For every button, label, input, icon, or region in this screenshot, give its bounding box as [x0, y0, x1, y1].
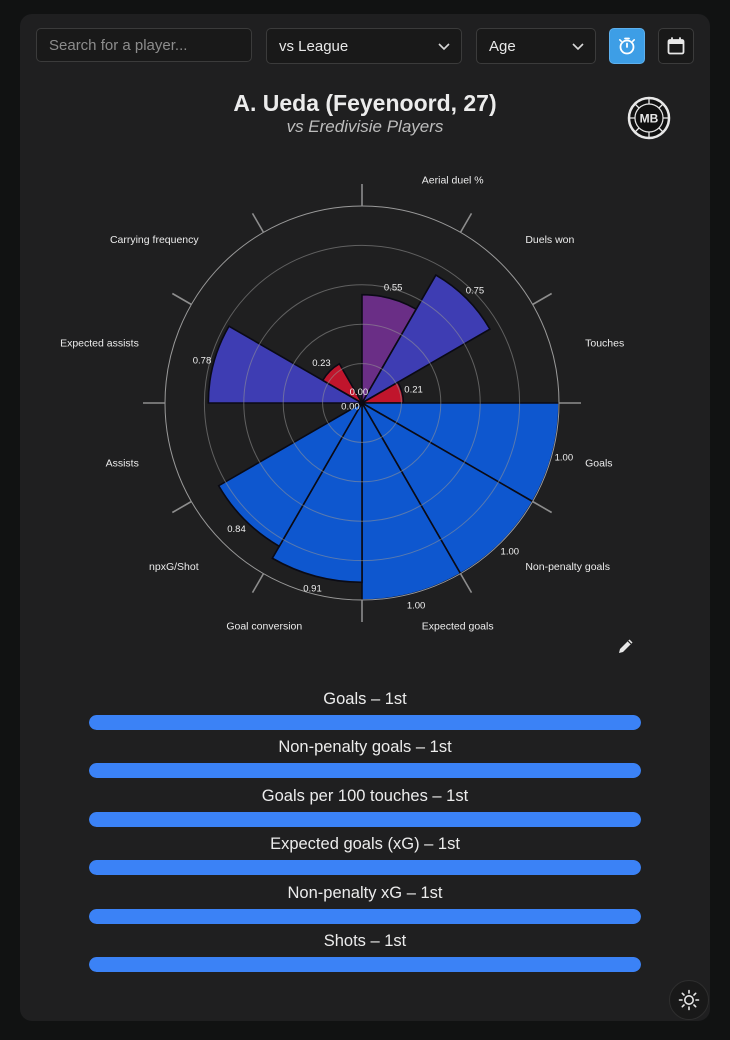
radar-value-label: 0.21 — [404, 385, 423, 396]
radar-value-label: 0.78 — [193, 356, 212, 367]
rank-bar-track — [89, 908, 641, 924]
rank-item: Shots – 1st — [89, 932, 641, 980]
rank-label: Non-penalty xG – 1st — [287, 883, 443, 902]
radar-value-label: 0.00 — [350, 387, 369, 398]
radar-wedge — [217, 400, 365, 548]
radar-value-label: 0.75 — [466, 286, 485, 297]
stopwatch-icon — [619, 37, 635, 55]
radar-axis-tick — [459, 573, 473, 594]
radar-value-label: 0.55 — [384, 282, 403, 293]
radar-axis-label: npxG/Shot — [149, 561, 199, 573]
rank-bar-track — [89, 811, 641, 827]
search-input[interactable] — [36, 28, 252, 62]
radar-value-label: 0.23 — [312, 358, 331, 369]
timer-button[interactable] — [609, 28, 645, 64]
radar-value-label: 1.00 — [555, 453, 574, 464]
radar-value-label: 0.00 — [341, 402, 360, 413]
comparison-select-value: vs League — [279, 37, 349, 55]
radar-grid-ring — [243, 284, 481, 522]
radar-grid-ring — [282, 323, 442, 483]
radar-axis-label: Goal conversion — [226, 621, 302, 633]
radar-grid-ring — [322, 363, 402, 443]
radar-value-label: 0.84 — [227, 524, 246, 535]
pencil-icon[interactable] — [616, 636, 636, 656]
rank-label: Non-penalty goals – 1st — [278, 738, 452, 757]
rank-list: Goals – 1st Non-penalty goals – 1st Goals … — [89, 690, 641, 980]
radar-wedge — [207, 325, 365, 404]
radar-axis-label: Carrying frequency — [110, 234, 199, 246]
radar-wedge — [321, 362, 365, 406]
radar-axis-label: Aerial duel % — [422, 174, 484, 186]
radar-axis-label: Expected assists — [60, 338, 139, 350]
radar-axis-label: Non-penalty goals — [525, 561, 610, 573]
radar-grid-ring — [203, 244, 521, 562]
rank-bar-track — [89, 715, 641, 730]
radar-axis-label: Goals — [585, 457, 612, 469]
rank-label: Goals – 1st — [323, 690, 407, 708]
age-select-value: Age — [489, 37, 516, 55]
rank-item: Goals per 100 touches – 1st — [89, 787, 641, 835]
radar-axis-tick — [532, 500, 553, 514]
radar-axis-label: Touches — [585, 338, 624, 350]
radar-axis-label: Expected goals — [422, 621, 494, 633]
radar-axis-tick — [171, 500, 192, 514]
radar-wedge — [271, 400, 363, 584]
radar-wedge — [359, 273, 492, 406]
age-select[interactable]: Age — [476, 28, 596, 64]
rank-bar-track — [89, 956, 641, 972]
rank-item: Non-penalty xG – 1st — [89, 884, 641, 932]
chevron-down-icon — [572, 43, 584, 51]
page-subtitle: vs Eredivisie Players — [286, 117, 444, 136]
radar-axis-label: Duels won — [525, 234, 574, 246]
rank-bar-track — [89, 763, 641, 779]
radar-axis-tick — [459, 212, 473, 233]
rank-bar-fill — [89, 811, 641, 827]
brand-logo-text: MB — [640, 112, 659, 126]
rank-bar-fill — [89, 860, 641, 876]
theme-toggle-button[interactable] — [669, 980, 709, 1020]
rank-bar-fill — [89, 908, 641, 924]
chevron-down-icon — [438, 43, 450, 51]
radar-axis-tick — [171, 292, 192, 306]
rank-label: Goals per 100 touches – 1st — [261, 786, 469, 805]
calendar-icon — [667, 37, 685, 55]
rank-item: Goals – 1st — [89, 690, 641, 738]
radar-value-label: 1.00 — [501, 546, 520, 557]
rank-item: Expected goals (xG) – 1st — [89, 835, 641, 883]
brand-logo: MB — [627, 96, 671, 140]
page-title: A. Ueda (Feyenoord, 27) — [233, 90, 497, 116]
sun-icon — [678, 989, 700, 1011]
calendar-button[interactable] — [658, 28, 694, 64]
rank-bar-fill — [89, 715, 641, 730]
radar-axis-tick — [251, 573, 265, 594]
rank-bar-track — [89, 860, 641, 876]
radar-value-label: 0.91 — [303, 583, 322, 594]
radar-chart: 0.55 0.75 0.21 1.00 1.00 1.00 0.91 0.84 0.00 0.78… — [60, 174, 624, 633]
radar-axis-tick — [532, 292, 553, 306]
rank-item: Non-penalty goals – 1st — [89, 738, 641, 786]
radar-value-label: 1.00 — [407, 600, 426, 611]
radar-axis-tick — [251, 212, 265, 233]
radar-axis-label: Assists — [106, 457, 139, 469]
rank-bar-fill — [89, 763, 641, 779]
rank-bar-fill — [89, 956, 641, 972]
rank-label: Shots – 1st — [323, 931, 407, 950]
comparison-select[interactable]: vs League — [266, 28, 462, 64]
rank-label: Expected goals (xG) – 1st — [270, 835, 460, 854]
